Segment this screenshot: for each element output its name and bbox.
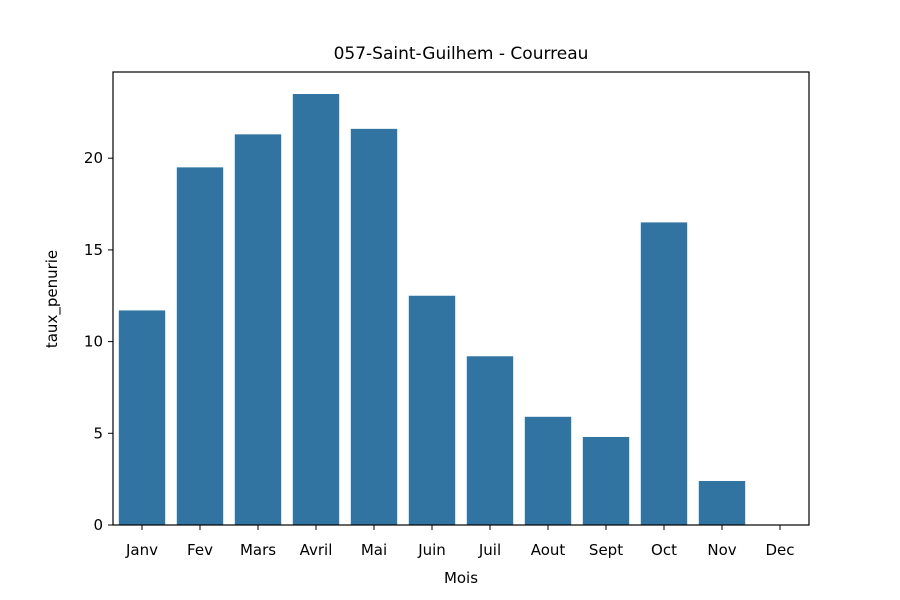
x-axis-label: Mois <box>444 569 478 587</box>
y-tick-label: 20 <box>84 149 103 167</box>
bar-sept <box>582 436 630 525</box>
bar-oct <box>640 222 688 525</box>
x-tick-label: Juin <box>417 541 446 559</box>
x-tick-label: Dec <box>765 541 794 559</box>
y-tick-label: 5 <box>93 424 103 442</box>
x-tick-label: Avril <box>300 541 333 559</box>
bar-avril <box>292 94 340 526</box>
bars-group <box>118 94 746 526</box>
x-tick-label: Fev <box>187 541 213 559</box>
bar-janv <box>118 310 166 525</box>
bar-fev <box>176 167 224 526</box>
x-tick-label: Mars <box>240 541 276 559</box>
x-tick-label: Nov <box>707 541 736 559</box>
bar-aout <box>524 416 572 525</box>
y-tick-label: 15 <box>84 241 103 259</box>
x-tick-label: Janv <box>125 541 158 559</box>
bar-mars <box>234 134 282 526</box>
x-tick-label: Sept <box>589 541 623 559</box>
y-tick-label: 0 <box>93 516 103 534</box>
x-tick-label: Juil <box>478 541 501 559</box>
x-tick-label: Aout <box>531 541 566 559</box>
chart-title: 057-Saint-Guilhem - Courreau <box>334 44 589 64</box>
x-tick-label: Mai <box>361 541 387 559</box>
bar-mai <box>350 128 398 525</box>
bar-juil <box>466 356 514 525</box>
y-axis-label: taux_penurie <box>43 250 62 348</box>
plot-frame <box>112 71 810 526</box>
bar-juin <box>408 295 456 525</box>
x-tick-label: Oct <box>651 541 677 559</box>
x-axis-ticks: Janv Fev Mars Avril Mai Juin Juil Aout Sept Oct No… <box>125 525 795 559</box>
bar-nov <box>698 480 746 525</box>
y-axis-ticks: 0 5 10 15 20 <box>84 149 113 534</box>
y-tick-label: 10 <box>84 333 103 351</box>
